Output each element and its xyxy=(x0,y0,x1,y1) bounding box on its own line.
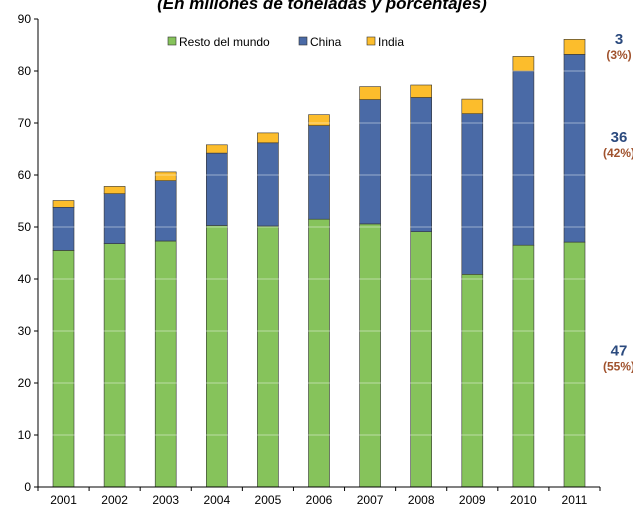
x-tick-label-2005: 2005 xyxy=(255,493,282,506)
annotation-value-resto-del-mundo: 47 xyxy=(611,343,628,360)
bar-india-2005 xyxy=(257,132,279,144)
x-tick-label-2009: 2009 xyxy=(459,493,486,506)
axes-layer: 0 10 20 30 40 50 60 70 80 90 2001 2002 2003 2004 2005 2… xyxy=(18,12,601,506)
bar-india-2001 xyxy=(52,200,75,208)
bar-resto-del-mundo-2005 xyxy=(257,225,279,488)
y-tick-label-10: 10 xyxy=(18,428,32,442)
bar-resto-del-mundo-2007 xyxy=(359,223,381,488)
legend-label-india: India xyxy=(378,35,404,49)
annotation-value-china: 36 xyxy=(611,129,628,146)
legend-label-resto-del-mundo: Resto del mundo xyxy=(179,35,270,49)
bar-china-2009 xyxy=(461,113,484,275)
bar-resto-del-mundo-2003 xyxy=(154,240,177,488)
legend: Resto del mundo China India xyxy=(167,35,404,49)
legend-label-china: China xyxy=(310,35,342,49)
y-tick-label-0: 0 xyxy=(24,480,31,494)
y-tick-label-20: 20 xyxy=(18,376,32,390)
bar-india-2003 xyxy=(154,171,177,181)
legend-swatch-china xyxy=(298,36,308,46)
legend-swatch-india xyxy=(366,36,376,46)
y-tick-label-70: 70 xyxy=(18,116,32,130)
x-tick-label-2003: 2003 xyxy=(152,493,179,506)
bars-layer xyxy=(38,18,600,488)
x-tick-label-2010: 2010 xyxy=(510,493,537,506)
bar-china-2006 xyxy=(308,125,330,220)
y-tick-label-30: 30 xyxy=(18,324,32,338)
bar-china-2011 xyxy=(563,54,586,243)
x-tick-label-2002: 2002 xyxy=(101,493,128,506)
chart-subtitle: (En millones de toneladas y porcentajes) xyxy=(157,0,487,13)
bar-india-2006 xyxy=(308,114,330,126)
bar-china-2003 xyxy=(154,180,177,242)
y-tick-label-80: 80 xyxy=(18,64,32,78)
bar-india-2009 xyxy=(461,98,484,114)
annotation-percent-resto-del-mundo: (55%) xyxy=(603,360,633,374)
bar-india-2004 xyxy=(206,144,228,154)
bar-china-2004 xyxy=(206,152,228,226)
annotations-layer: 3(3%) 36(42%) 47(55%) xyxy=(603,31,633,374)
bar-resto-del-mundo-2002 xyxy=(103,243,126,488)
bar-india-2002 xyxy=(103,186,126,194)
bar-resto-del-mundo-2006 xyxy=(308,218,330,488)
bar-resto-del-mundo-2004 xyxy=(206,225,228,488)
bar-china-2007 xyxy=(359,99,381,225)
bar-india-2011 xyxy=(563,38,586,55)
legend-swatch-resto-del-mundo xyxy=(167,36,177,46)
y-tick-label-90: 90 xyxy=(18,12,32,26)
bar-china-2010 xyxy=(512,70,535,246)
x-tick-label-2001: 2001 xyxy=(50,493,77,506)
bar-india-2010 xyxy=(512,56,535,72)
bar-china-2002 xyxy=(103,193,126,244)
x-tick-label-2007: 2007 xyxy=(357,493,384,506)
bar-china-2005 xyxy=(257,142,279,227)
bar-resto-del-mundo-2009 xyxy=(461,273,484,488)
bar-india-2007 xyxy=(359,86,381,100)
annotation-percent-india: (3%) xyxy=(606,48,631,62)
bar-resto-del-mundo-2008 xyxy=(410,231,433,488)
x-tick-label-2011: 2011 xyxy=(562,493,588,506)
y-tick-label-40: 40 xyxy=(18,272,32,286)
bar-india-2008 xyxy=(410,84,433,98)
y-tick-label-60: 60 xyxy=(18,168,32,182)
x-tick-label-2004: 2004 xyxy=(203,493,230,506)
annotation-percent-china: (42%) xyxy=(603,146,633,160)
x-tick-label-2008: 2008 xyxy=(408,493,435,506)
y-tick-label-50: 50 xyxy=(18,220,32,234)
x-tick-label-2006: 2006 xyxy=(306,493,333,506)
bar-china-2001 xyxy=(52,206,75,251)
annotation-value-india: 3 xyxy=(615,31,623,48)
bar-china-2008 xyxy=(410,97,433,232)
bar-resto-del-mundo-2001 xyxy=(52,250,75,488)
bar-resto-del-mundo-2010 xyxy=(512,244,535,488)
